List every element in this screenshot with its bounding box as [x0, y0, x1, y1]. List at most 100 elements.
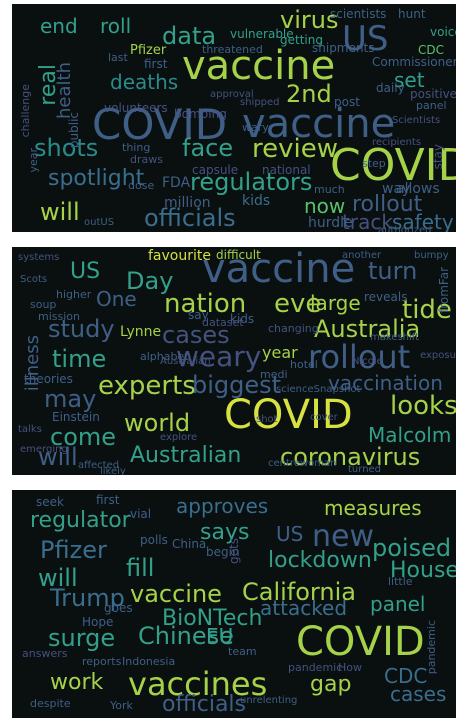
cloud-word: will [40, 198, 80, 226]
cloud-word: approves [176, 494, 269, 518]
cloud-word: talks [18, 424, 42, 435]
cloud-word: panel [370, 592, 426, 616]
cloud-word: Malcolm [368, 423, 452, 447]
cloud-word: way [382, 181, 411, 197]
cloud-word: House [390, 558, 456, 583]
word-cloud-3: COVID vaccines regulator approves measures ne… [12, 490, 456, 718]
cloud-word: large [310, 291, 361, 315]
cloud-word: BioNTech [162, 606, 263, 631]
cloud-word: China [172, 537, 207, 551]
cloud-word: One [96, 287, 137, 311]
word-cloud-1: COVID vaccine COVID vaccine US virus data end ro… [12, 4, 456, 232]
cloud-word: vaccine [182, 43, 336, 89]
cloud-word: hunt [398, 7, 426, 21]
cloud-word: exposure [420, 350, 456, 361]
cloud-word: year [27, 148, 40, 173]
cloud-word: mission [38, 310, 80, 323]
cloud-word: roll [100, 14, 132, 38]
cloud-word: bumpy [414, 250, 449, 261]
cloud-word: virus [280, 6, 339, 34]
cloud-word: review [252, 134, 338, 164]
cloud-word: experts [98, 371, 196, 401]
cloud-word: reveals [364, 290, 408, 304]
cloud-word: say [188, 308, 209, 322]
cloud-word: thing [122, 141, 151, 154]
cloud-word: says [200, 520, 250, 545]
cloud-word: regulator [30, 508, 131, 533]
cloud-word: track [342, 210, 393, 232]
cloud-word: safety [392, 210, 454, 232]
word-cloud-2: vaccine COVID Australia nation eve Day US turn r… [12, 247, 456, 475]
cloud-word: scienceSnapshot [276, 384, 361, 395]
cloud-word: difficult [216, 248, 261, 262]
cloud-word: daily [376, 81, 405, 95]
cloud-word: Indonesia [122, 655, 176, 668]
cloud-word: scientists [330, 7, 387, 21]
cloud-word: kids [242, 193, 271, 209]
cloud-word: approval [210, 89, 254, 100]
cloud-word: public [67, 112, 81, 149]
cloud-word: challenge [19, 84, 32, 138]
cloud-word: last [108, 51, 128, 64]
cloud-word: data [162, 22, 217, 50]
cloud-word: lockdown [268, 548, 372, 573]
cloud-word: voice [430, 25, 456, 39]
cloud-word: Pfizer [40, 536, 107, 564]
cloud-word: reports [82, 655, 122, 668]
cloud-word: world [124, 409, 191, 437]
cloud-word: medi [260, 368, 288, 381]
cloud-word: may [44, 385, 97, 413]
cloud-word: likely [100, 466, 126, 476]
cloud-word: kids [230, 312, 255, 326]
cloud-word: cases [162, 321, 230, 349]
cloud-word: polls [140, 533, 168, 547]
cloud-word: rollout [352, 192, 423, 217]
cloud-word: weary [176, 340, 262, 373]
cloud-word: study [48, 315, 115, 343]
cloud-word: now [304, 194, 346, 218]
cloud-word: Hope [82, 615, 114, 629]
cloud-word: work [50, 670, 104, 695]
cloud-word: volunteers [104, 101, 168, 115]
cloud-word: step [362, 157, 386, 170]
cloud-word: COVID [330, 140, 456, 191]
cloud-word: officials [162, 692, 246, 717]
cloud-word: fromFar [437, 267, 451, 314]
cloud-word: dose [128, 179, 155, 192]
cloud-word: US [342, 19, 389, 59]
cloud-word: unrelenting [240, 695, 298, 706]
cloud-word: How [338, 661, 362, 674]
cloud-word: team [228, 645, 257, 658]
cloud-word: despite [30, 697, 71, 710]
cloud-word: officials [144, 204, 236, 232]
cloud-word: alphabet [140, 350, 189, 363]
cloud-word: hotel [290, 358, 318, 371]
cloud-word: much [314, 183, 345, 196]
cloud-word: real [36, 64, 61, 106]
cloud-word: stay [431, 144, 445, 170]
cloud-word: vaccine [242, 101, 396, 147]
cloud-word: COVID [296, 619, 425, 665]
cloud-word: Scientists [392, 115, 441, 126]
cloud-word: vaccine [202, 247, 356, 292]
cloud-word: 2nd [286, 80, 332, 108]
cloud-word: centrewoman [268, 458, 337, 469]
cloud-word: Lynne [120, 324, 162, 340]
cloud-word: cases [390, 682, 447, 706]
cloud-word: looks [390, 391, 456, 421]
cloud-word: York [110, 699, 133, 712]
cloud-word: little [388, 575, 413, 588]
cloud-word: shots [34, 134, 99, 162]
cloud-word: poised [372, 534, 452, 562]
cloud-word: higher [56, 288, 92, 301]
cloud-word: authorized [378, 225, 432, 233]
cloud-word: face [182, 134, 234, 162]
cloud-word: set [394, 68, 425, 92]
cloud-word: will [38, 564, 78, 592]
cloud-word: gets [227, 538, 241, 564]
cloud-word: Australian [160, 356, 211, 367]
cloud-word: million [164, 195, 211, 211]
cloud-word: systems [18, 252, 60, 263]
cloud-word: panel [416, 99, 447, 112]
cloud-word: Australia [314, 315, 421, 343]
